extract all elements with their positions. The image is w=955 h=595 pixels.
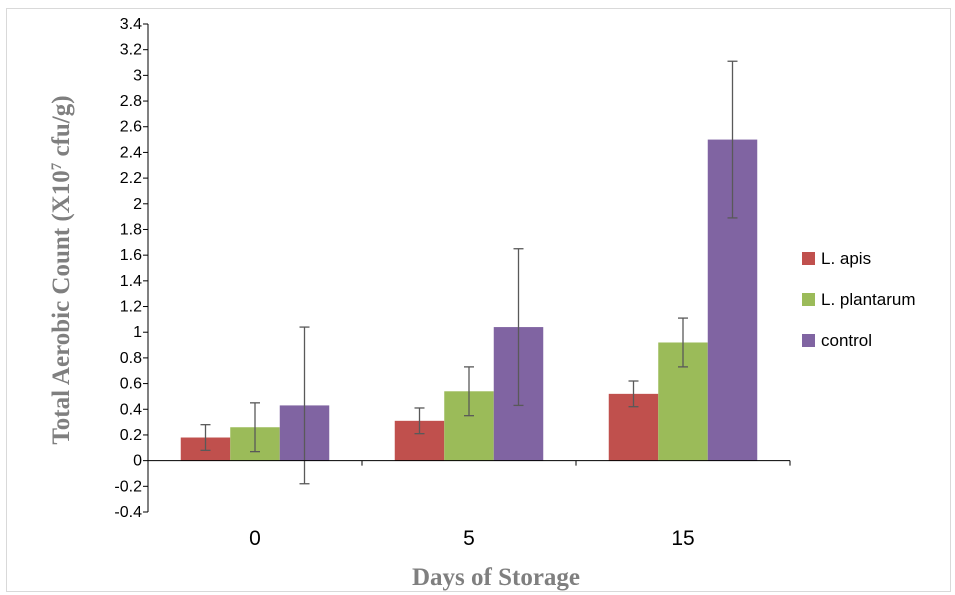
y-tick-label: 0.8 (120, 350, 142, 367)
legend-label: L. apis (821, 249, 871, 268)
x-category-labels: 0 5 15 (249, 527, 695, 550)
x-category-label: 0 (249, 527, 261, 550)
y-tick-label: 2.2 (120, 170, 142, 187)
error-bars (200, 60, 738, 485)
y-tick-label: 3.2 (120, 42, 142, 59)
y-axis-title-superscript: 7 (49, 162, 65, 170)
legend-label: L. plantarum (821, 290, 916, 309)
y-tick-label: 2.4 (120, 144, 142, 161)
y-tick-label: 1 (133, 324, 142, 341)
bars (180, 139, 758, 461)
y-axis-title-main: Total Aerobic Count (X10 (48, 170, 75, 444)
legend-label: control (821, 331, 872, 350)
y-axis-title-tail: cfu/g) (48, 95, 75, 162)
y-tick-label: 3.4 (120, 16, 142, 33)
y-tick-label: -0.4 (114, 504, 142, 521)
x-category-label: 15 (671, 527, 694, 550)
legend: L. apis L. plantarum control (802, 249, 916, 350)
x-axis (148, 460, 791, 466)
y-tick-label: 0.2 (120, 427, 142, 444)
y-tick-label: -0.2 (114, 478, 142, 495)
legend-swatch (802, 334, 815, 347)
y-tick-label: 1.6 (120, 247, 142, 264)
y-tick-label: 2.8 (120, 93, 142, 110)
y-tick-label: 1.4 (120, 273, 142, 290)
y-tick-label: 2.6 (120, 119, 142, 136)
x-axis-title: Days of Storage (412, 564, 580, 591)
chart-frame (6, 8, 951, 592)
y-axis-title: Total Aerobic Count (X107 cfu/g) (48, 95, 75, 444)
y-tick-label: 1.8 (120, 221, 142, 238)
y-tick-label: 2 (133, 196, 142, 213)
y-tick-label: 1.2 (120, 299, 142, 316)
y-tick-label: 3 (133, 67, 142, 84)
y-axis (143, 23, 149, 513)
y-tick-labels: 3.4 3.2 3 2.8 2.6 2.4 2.2 2 1.8 1.6 1.4 1.2 1 0.8 0.6 0… (114, 16, 142, 521)
y-tick-label: 0.6 (120, 376, 142, 393)
y-tick-label: 0.4 (120, 401, 142, 418)
x-category-label: 5 (463, 527, 475, 550)
y-tick-label: 0 (133, 453, 142, 470)
legend-swatch (802, 293, 815, 306)
legend-swatch (802, 252, 815, 265)
